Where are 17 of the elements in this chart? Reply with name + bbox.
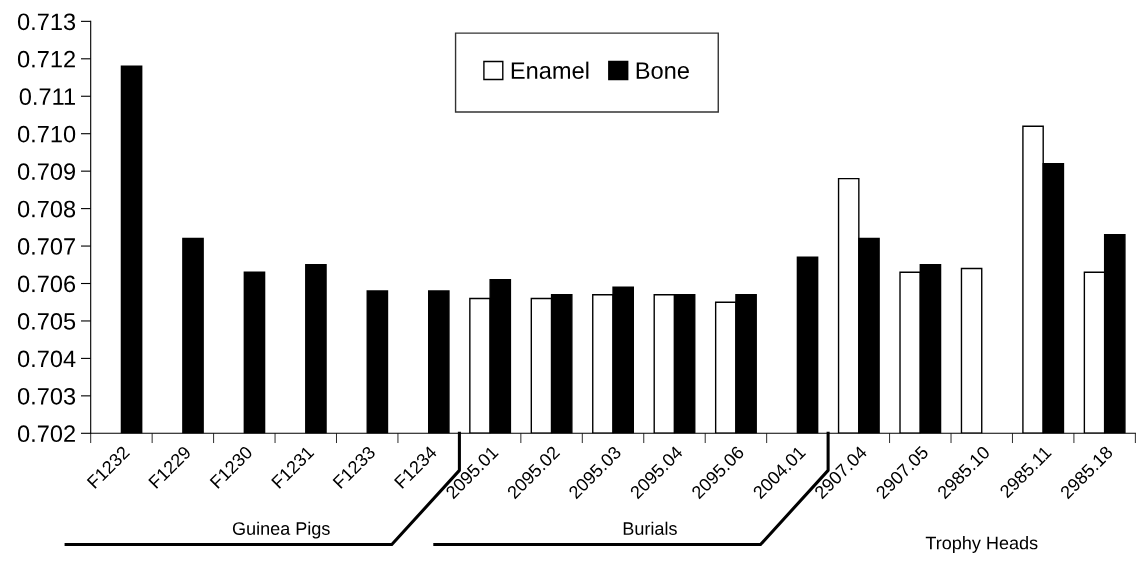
y-tick-label: 0.706: [17, 275, 76, 293]
y-tick-label: 0.710: [17, 125, 76, 143]
text: Guinea Pigs: [232, 521, 330, 539]
y-tick-label: 0.704: [17, 350, 76, 368]
text: Burials: [623, 521, 677, 535]
y-tick-label: 0.707: [17, 238, 75, 255]
y-tick-label: 0.705: [17, 313, 76, 330]
legend-label: Enamel: [511, 61, 589, 79]
y-tick-label: 0.709: [17, 163, 75, 180]
y-tick-label: 0.708: [17, 200, 76, 218]
y-tick-label: 0.702: [17, 425, 75, 443]
y-tick-label: 0.711: [19, 88, 75, 106]
legend-label: Bone: [636, 62, 689, 79]
text: Trophy Heads: [925, 536, 1038, 553]
y-tick-label: 0.713: [17, 13, 76, 31]
y-tick-label: 0.712: [17, 50, 75, 68]
y-tick-label: 0.703: [17, 387, 76, 405]
